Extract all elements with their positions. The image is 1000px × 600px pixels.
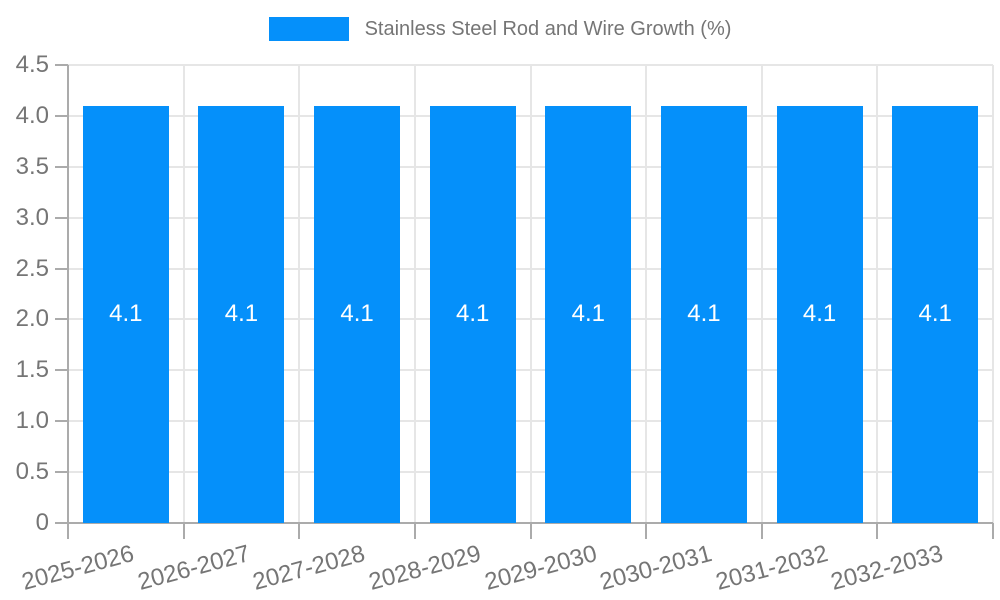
bar[interactable]: [429, 105, 516, 523]
x-axis-tick: [760, 523, 763, 539]
y-tick-label: 1.5: [15, 356, 49, 384]
x-tick-label: 2028-2029: [365, 540, 484, 596]
x-axis-tick: [876, 523, 879, 539]
chart-legend[interactable]: Stainless Steel Rod and Wire Growth (%): [0, 16, 1000, 42]
y-axis-tick: [55, 420, 68, 423]
legend-label: Stainless Steel Rod and Wire Growth (%): [364, 18, 732, 40]
y-tick-label: 2.0: [15, 305, 49, 333]
gridline-vertical: [760, 65, 763, 523]
x-tick-label: 2029-2030: [481, 540, 600, 596]
bar[interactable]: [82, 105, 169, 523]
y-tick-label: 4.0: [15, 101, 49, 129]
gridline-vertical: [298, 65, 301, 523]
x-tick-label: 2031-2032: [712, 540, 831, 596]
gridline-vertical: [529, 65, 532, 523]
bar[interactable]: [314, 105, 401, 523]
x-tick-label: 2030-2031: [597, 540, 715, 596]
x-tick-label: 2032-2033: [828, 540, 947, 596]
gridline-vertical: [182, 65, 185, 523]
y-tick-label: 0: [35, 509, 49, 536]
x-axis-tick: [645, 523, 648, 539]
x-tick-label: 2025-2026: [18, 540, 137, 596]
y-axis-tick: [55, 318, 68, 321]
y-axis-tick: [55, 64, 68, 66]
y-tick-label: 2.5: [15, 254, 49, 282]
y-axis-tick: [55, 369, 68, 372]
y-axis-tick: [55, 471, 68, 474]
gridline-vertical: [645, 65, 648, 523]
y-tick-label: 3.0: [15, 203, 49, 231]
y-tick-label: 3.5: [15, 152, 49, 180]
y-axis-tick: [55, 165, 68, 168]
x-axis-tick: [182, 523, 185, 539]
gridline-vertical: [992, 65, 994, 523]
bar[interactable]: [198, 105, 285, 523]
x-tick-label: 2026-2027: [134, 540, 253, 596]
legend-swatch: [268, 17, 349, 41]
y-axis-tick: [55, 267, 68, 270]
x-axis-tick: [67, 523, 69, 539]
y-axis-line: [67, 65, 69, 523]
bar[interactable]: [545, 105, 632, 523]
y-tick-label: 1.0: [15, 407, 49, 435]
y-tick-label: 0.5: [15, 458, 49, 486]
x-axis-line: [55, 522, 993, 524]
bar[interactable]: [892, 105, 979, 523]
y-axis-tick: [55, 114, 68, 117]
bar[interactable]: [660, 105, 747, 523]
x-axis-tick: [298, 523, 301, 539]
y-axis-tick: [55, 216, 68, 219]
x-axis-tick: [413, 523, 416, 539]
gridline-vertical: [413, 65, 416, 523]
x-axis-tick: [529, 523, 532, 539]
gridline-vertical: [876, 65, 879, 523]
x-tick-label: 2027-2028: [250, 540, 369, 596]
x-axis-tick: [992, 523, 994, 539]
y-tick-label: 4.5: [15, 51, 49, 78]
bar[interactable]: [776, 105, 863, 523]
